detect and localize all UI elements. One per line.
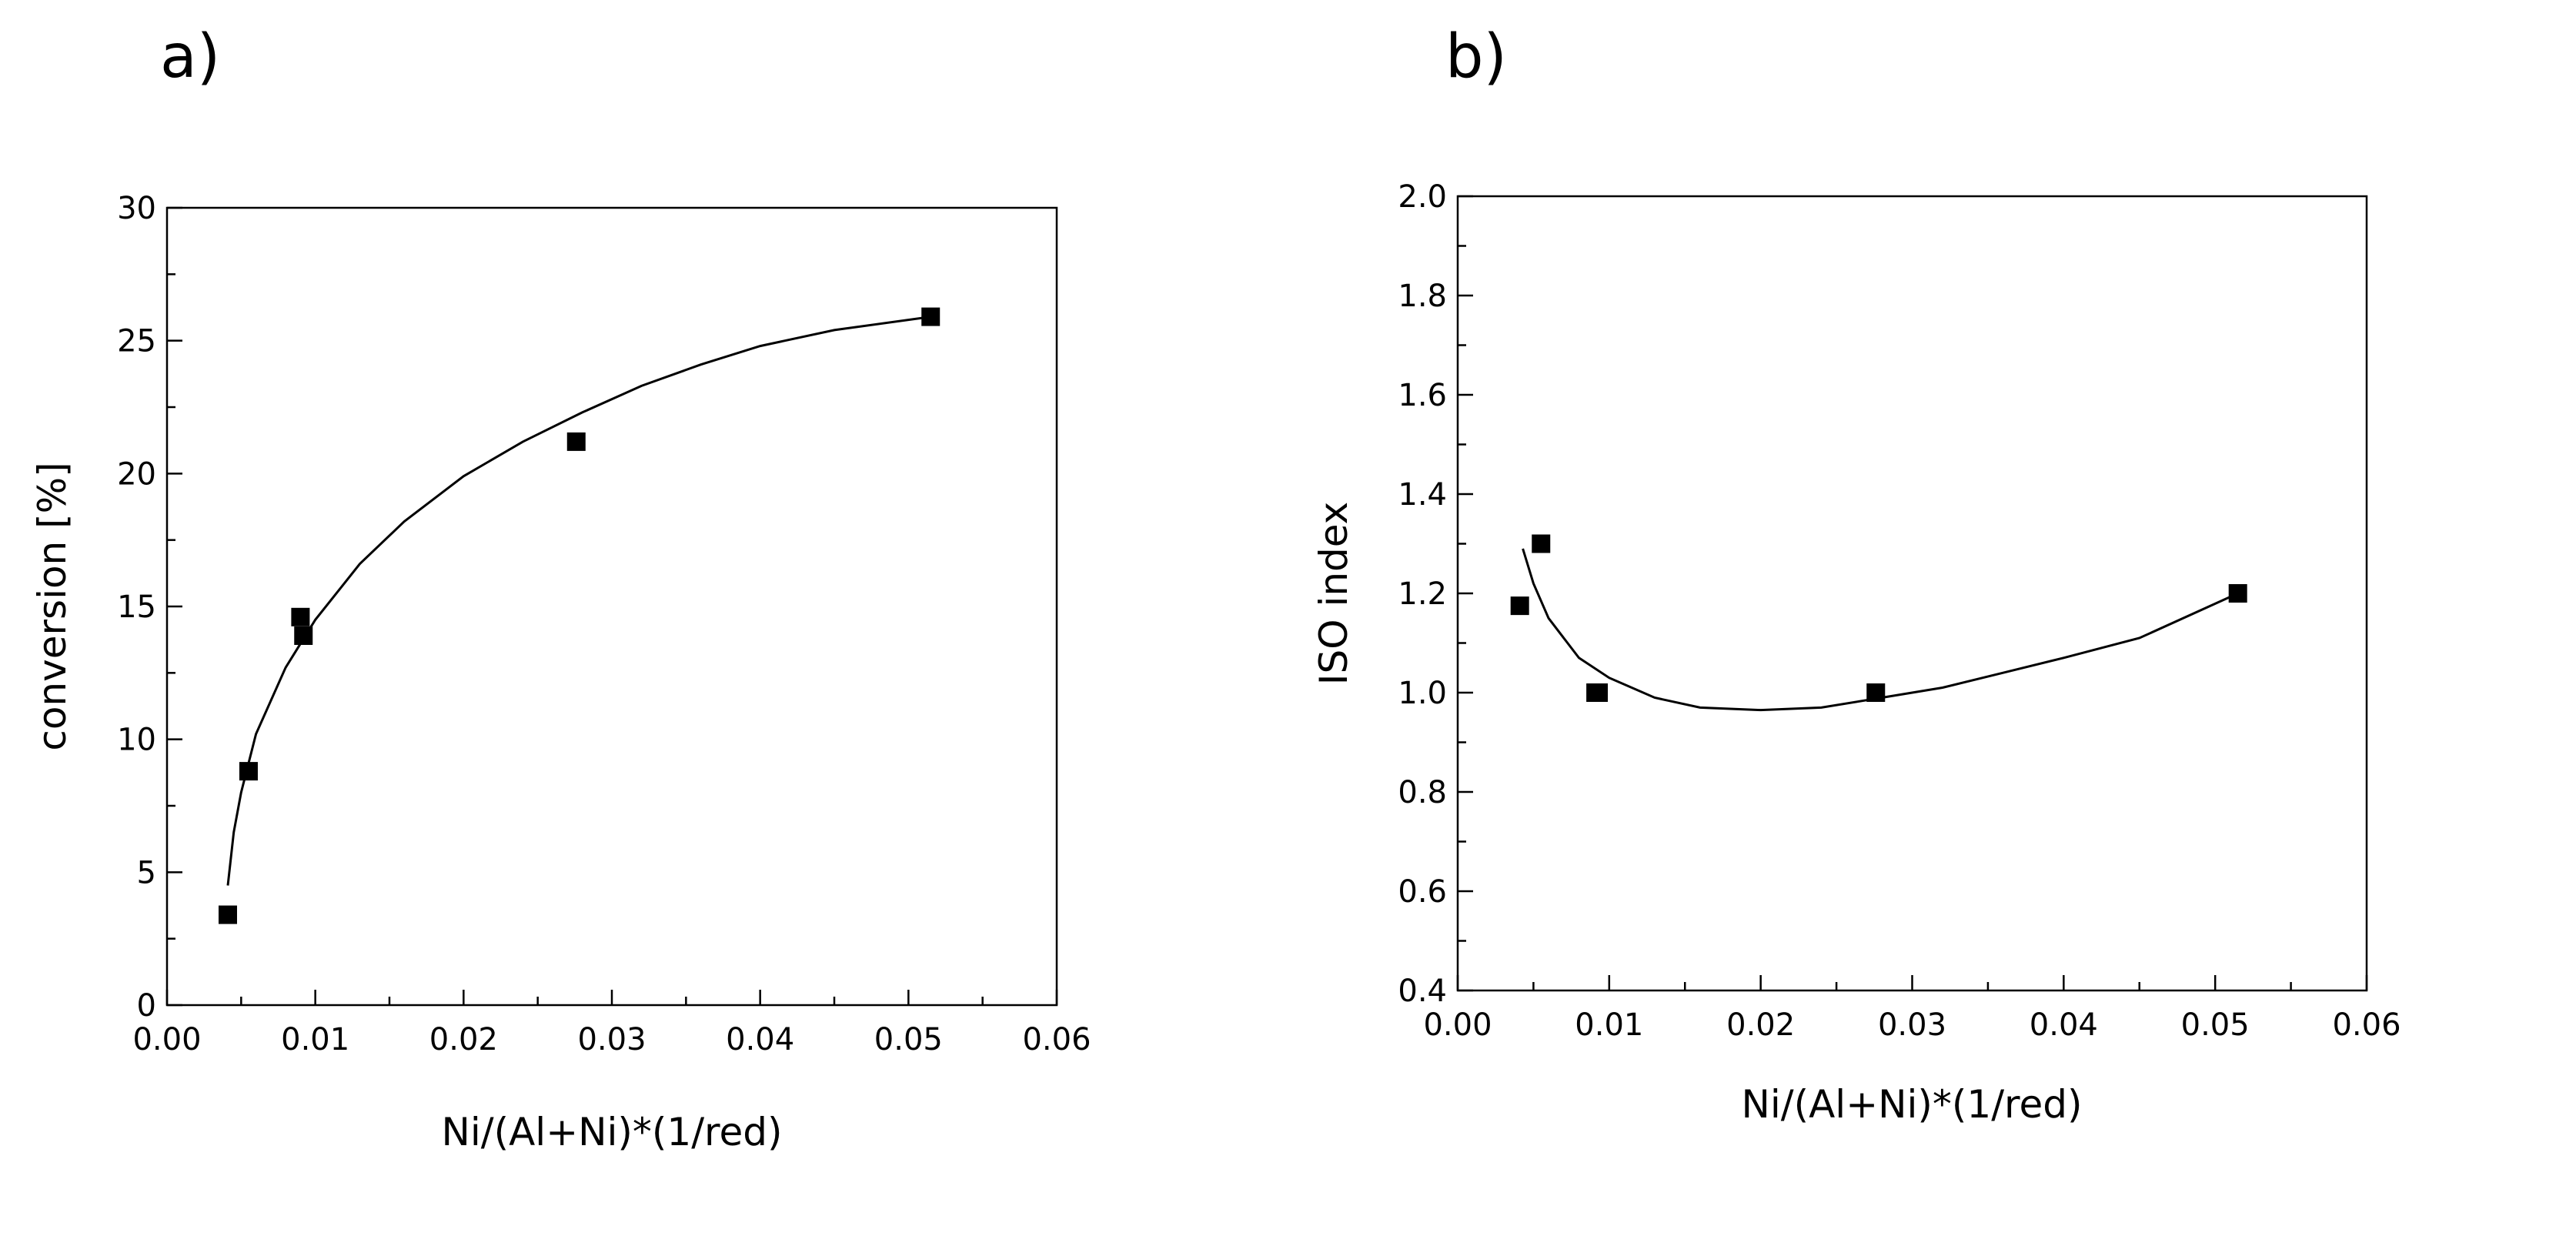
y-tick-label: 0.8	[1398, 775, 1447, 810]
y-tick-label: 1.8	[1398, 279, 1447, 314]
panel-a-y-ticks: 0 5 10 15 20 25 30	[117, 191, 182, 1024]
y-tick-label: 0.6	[1398, 874, 1447, 910]
data-point	[921, 307, 941, 326]
x-tick-label: 0.02	[1726, 1007, 1795, 1043]
panel-a-x-ticks: 0.00 0.01 0.02 0.03 0.04 0.05 0.06	[132, 990, 1091, 1057]
x-tick-label: 0.00	[1423, 1007, 1492, 1043]
panel-b-fit-curve	[1522, 548, 2239, 712]
y-tick-label: 30	[117, 191, 156, 226]
data-point	[291, 607, 310, 626]
x-tick-label: 0.04	[726, 1022, 794, 1057]
y-tick-label: 25	[117, 324, 156, 359]
panel-b-x-axis-title: Ni/(Al+Ni)*(1/red)	[1741, 1082, 2082, 1127]
y-tick-label: 20	[117, 456, 156, 492]
data-point	[239, 762, 258, 781]
x-tick-label: 0.06	[1022, 1022, 1091, 1057]
x-tick-label: 0.01	[1575, 1007, 1643, 1043]
data-point	[1589, 683, 1609, 702]
panel-b: b) 0.00 0.01 0.02 0.03 0.04 0.05 0.06 0.40.60.…	[1311, 22, 2401, 1127]
data-point	[218, 905, 237, 924]
x-tick-label: 0.01	[281, 1022, 349, 1057]
y-tick-label: 2.0	[1398, 179, 1447, 215]
y-tick-label: 1.0	[1398, 676, 1447, 711]
y-tick-label: 1.4	[1398, 477, 1447, 513]
x-tick-label: 0.05	[2181, 1007, 2250, 1043]
x-tick-label: 0.03	[577, 1022, 646, 1057]
panel-a-fit-curve	[226, 316, 931, 886]
x-tick-label: 0.03	[1878, 1007, 1946, 1043]
x-tick-label: 0.06	[2332, 1007, 2401, 1043]
y-tick-label: 0.4	[1398, 974, 1447, 1009]
y-tick-label: 1.2	[1398, 576, 1447, 612]
panel-b-x-ticks: 0.00 0.01 0.02 0.03 0.04 0.05 0.06	[1423, 975, 2401, 1043]
x-tick-label: 0.04	[2030, 1007, 2098, 1043]
y-tick-label: 10	[117, 723, 156, 758]
panel-b-y-ticks: 0.4 0.6 0.8 1.0 1.2 1.4 1.6 1.8 2.0	[1398, 179, 1473, 1009]
panel-a: a) 0.00 0.01 0.02 0.03 0.04 0.05 0.06 0 5 10 15 20…	[30, 22, 1091, 1154]
data-point	[2228, 584, 2247, 603]
panel-a-plot-frame	[165, 206, 1058, 1007]
y-tick-label: 0	[137, 988, 156, 1024]
panel-b-data-points	[1510, 534, 2247, 702]
panel-b-y-axis-title: ISO index	[1311, 502, 1356, 686]
x-tick-label: 0.00	[132, 1022, 201, 1057]
data-point	[566, 432, 586, 451]
panel-a-y-axis-title: conversion [%]	[30, 462, 75, 750]
y-tick-label: 5	[137, 855, 156, 890]
data-point	[1510, 596, 1529, 616]
y-tick-label: 15	[117, 590, 156, 625]
panel-a-x-axis-title: Ni/(Al+Ni)*(1/red)	[441, 1110, 782, 1154]
x-tick-label: 0.02	[429, 1022, 498, 1057]
data-point	[294, 626, 313, 645]
data-point	[1532, 534, 1551, 553]
panel-a-data-points	[218, 307, 941, 924]
x-tick-label: 0.05	[874, 1022, 943, 1057]
panel-b-label: b)	[1445, 22, 1507, 92]
y-tick-label: 1.6	[1398, 378, 1447, 413]
data-point	[1866, 683, 1886, 702]
panel-a-label: a)	[160, 22, 220, 92]
